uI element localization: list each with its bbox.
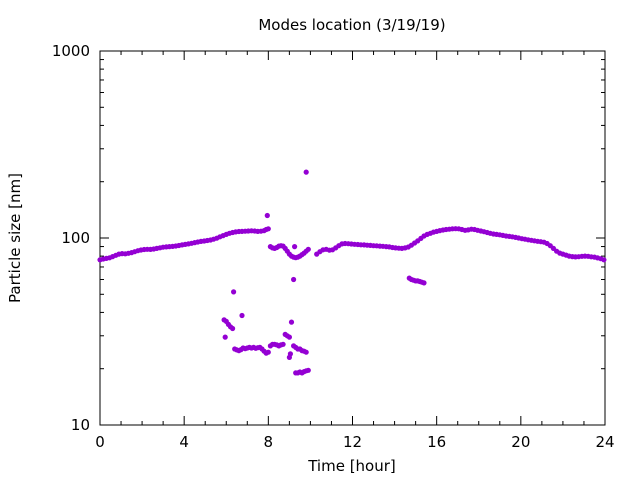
data-point	[292, 244, 298, 250]
y-tick-label: 1000	[52, 42, 90, 60]
data-point	[280, 341, 286, 347]
data-point	[291, 276, 297, 283]
data-point	[265, 226, 271, 232]
data-point	[264, 212, 270, 219]
x-tick-label: 8	[264, 433, 274, 451]
x-tick-label: 0	[95, 433, 105, 451]
y-axis-label: Particle size [nm]	[6, 173, 24, 303]
data-point	[239, 312, 245, 319]
data-point	[287, 351, 293, 357]
data-point	[231, 289, 237, 295]
data-point	[421, 280, 427, 286]
data-points	[97, 169, 607, 376]
data-point	[303, 349, 309, 355]
x-tick-label: 16	[427, 433, 446, 451]
data-point	[601, 257, 607, 263]
data-point	[305, 246, 311, 252]
x-tick-label: 12	[343, 433, 362, 451]
data-point	[305, 367, 311, 373]
data-point	[286, 334, 292, 340]
data-point	[230, 325, 236, 332]
x-axis-label: Time [hour]	[307, 457, 396, 475]
axis-ticks: 0 4 8 12 16 20 24 10 100 1000	[52, 42, 615, 451]
data-point	[265, 349, 271, 355]
chart-title: Modes location (3/19/19)	[258, 16, 445, 34]
x-tick-label: 24	[595, 433, 614, 451]
y-tick-label: 100	[61, 229, 90, 247]
data-point	[303, 169, 309, 175]
x-tick-label: 4	[179, 433, 189, 451]
y-tick-label: 10	[71, 416, 90, 434]
x-tick-label: 20	[511, 433, 530, 451]
data-point	[288, 319, 295, 325]
data-point	[222, 334, 228, 340]
